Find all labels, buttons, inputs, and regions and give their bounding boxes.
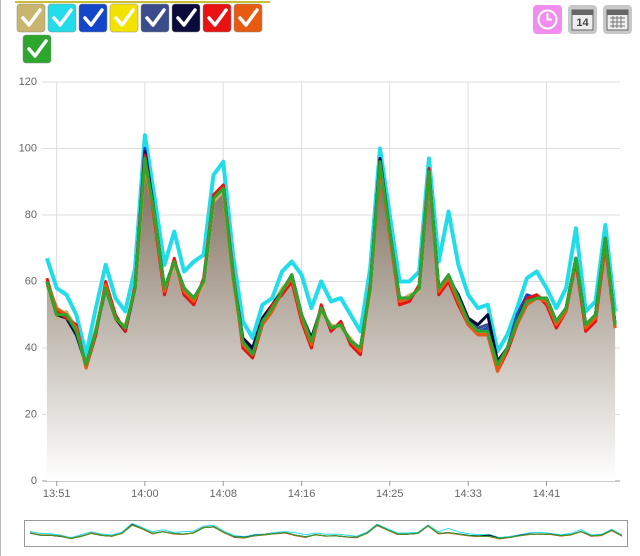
calendar-day-button[interactable]: 14 [568,5,597,34]
navigator-line [29,524,623,539]
y-tick-label: 80 [25,209,37,221]
checkbox-bg[interactable] [109,3,139,33]
y-tick-label: 120 [19,76,37,88]
calendar-day: 14 [576,17,589,29]
legend-checkbox[interactable] [233,3,263,33]
legend-checkbox[interactable] [140,3,170,33]
y-tick-label: 0 [31,475,37,487]
legend-checkbox[interactable] [202,3,232,33]
checkbox-bg[interactable] [233,3,263,33]
y-tick-label: 20 [25,408,37,420]
legend-checkbox[interactable] [16,3,46,33]
clock-icon [537,9,558,30]
x-tick-label: 14:08 [209,488,237,500]
series-line [45,156,617,367]
check-mark [27,39,48,58]
x-tick-label: 14:33 [454,488,482,500]
navigator-line [29,524,623,540]
check-mark [21,8,42,27]
check-mark [52,8,73,27]
x-tick-label: 14:16 [288,488,316,500]
legend-checkbox[interactable] [109,3,139,33]
checkbox-bg[interactable] [202,3,232,33]
navigator-frame [24,520,628,547]
check-mark [238,8,259,27]
y-tick-label: 100 [19,142,37,154]
check-mark [114,8,135,27]
clock-button[interactable] [533,5,562,34]
calendar-grid [610,16,625,28]
y-tick-label: 40 [25,342,37,354]
checkbox-bg[interactable] [22,34,52,64]
x-tick-label: 14:41 [533,488,561,500]
check-mark [145,8,166,27]
calendar-top [572,10,593,15]
navigator-line [30,524,623,540]
x-tick-label: 13:51 [43,488,71,500]
y-tick-label: 60 [25,275,37,287]
checkbox-bg[interactable] [16,3,46,33]
x-tick-label: 14:00 [131,488,159,500]
checkbox-bg[interactable] [140,3,170,33]
check-mark [176,8,197,27]
checkbox-bg[interactable] [171,3,201,33]
legend-checkbox[interactable] [78,3,108,33]
area [46,165,616,481]
check-mark [83,8,104,27]
calendar-month-button[interactable] [603,5,632,34]
calendar-top [607,10,628,15]
legend-checkbox[interactable] [22,34,52,64]
checkbox-bg[interactable] [78,3,108,33]
check-mark [207,8,228,27]
legend-checkbox[interactable] [47,3,77,33]
navigator-line [30,522,623,539]
checkbox-bg[interactable] [47,3,77,33]
legend-checkbox[interactable] [171,3,201,33]
x-tick-label: 14:25 [376,488,404,500]
clock-hands [546,13,552,21]
